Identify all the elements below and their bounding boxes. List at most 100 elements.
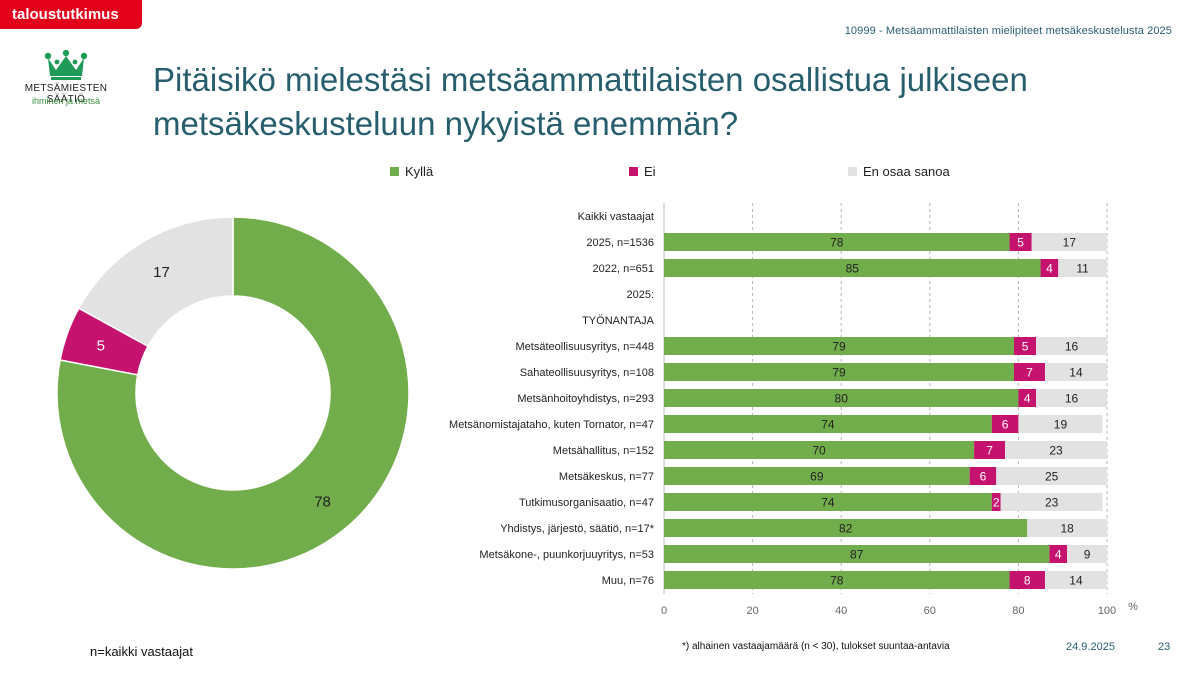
- bar-segment-eos: [1044, 571, 1107, 589]
- bar-value-label: 5: [1022, 340, 1029, 354]
- donut-label-eos: 17: [153, 264, 170, 281]
- bar-value-label: 11: [1076, 262, 1089, 276]
- bar-value-label: 85: [846, 262, 860, 276]
- bar-segment-eos: [1018, 415, 1103, 433]
- row-label: 2025, n=1536: [586, 237, 654, 249]
- row-label: Metsäkeskus, n=77: [559, 471, 654, 483]
- row-label: 2022, n=651: [593, 263, 654, 275]
- bar-segment-ei: [969, 467, 997, 485]
- legend-item-ei: Ei: [629, 164, 656, 179]
- bar-value-label: 16: [1065, 340, 1079, 354]
- row-label: Metsänomistajataho, kuten Tornator, n=47: [449, 419, 654, 431]
- bar-segment-ei: [974, 441, 1006, 459]
- bar-value-label: 17: [1063, 236, 1077, 250]
- bar-value-label: 25: [1045, 470, 1059, 484]
- legend-item-eos: En osaa sanoa: [848, 164, 950, 179]
- report-reference: 10999 - Metsäammattilaisten mielipiteet …: [844, 25, 1172, 37]
- bar-segment-ei: [1009, 571, 1045, 589]
- bar-value-label: 87: [850, 548, 864, 562]
- legend-label-ei: Ei: [644, 164, 656, 179]
- bar-value-label: 8: [1024, 574, 1031, 588]
- donut-chart: 78 5 17: [56, 216, 410, 570]
- logo-tagline: ihminen ja metsä: [31, 96, 101, 106]
- bar-segment-ei: [1013, 363, 1045, 381]
- legend-swatch-kylla: [390, 167, 399, 176]
- bar-value-label: 5: [1017, 236, 1024, 250]
- row-label: 2025:: [626, 289, 654, 301]
- bar-value-label: 74: [821, 496, 835, 510]
- bar-value-label: 78: [830, 236, 844, 250]
- bar-segment-ei: [991, 415, 1019, 433]
- donut-slice-eos: [77, 216, 234, 348]
- bar-value-label: 23: [1045, 496, 1059, 510]
- sample-note: n=kaikki vastaajat: [90, 644, 193, 659]
- page-title: Pitäisikö mielestäsi metsäammattilaisten…: [153, 61, 1028, 142]
- bar-segment-ei: [1018, 389, 1037, 407]
- bar-segment-kylla: [664, 233, 1010, 251]
- bar-value-label: 7: [986, 444, 993, 458]
- row-label: TYÖNANTAJA: [582, 315, 655, 327]
- legend-swatch-eos: [848, 167, 857, 176]
- bar-value-label: 78: [830, 574, 844, 588]
- bar-segment-ei: [1013, 337, 1037, 355]
- legend-swatch-ei: [629, 167, 638, 176]
- bar-segment-kylla: [664, 519, 1028, 537]
- x-tick-label: 100: [1098, 605, 1116, 617]
- logo-name: METSÄMIESTEN SÄÄTIÖ: [24, 83, 108, 105]
- bar-segment-eos: [1067, 545, 1107, 563]
- page-number: 23: [1158, 641, 1171, 653]
- bar-value-label: 74: [821, 418, 835, 432]
- bar-value-label: 14: [1069, 366, 1083, 380]
- brand-tag: taloustutkimus: [0, 0, 142, 29]
- bar-segment-kylla: [664, 441, 975, 459]
- row-label: Metsäkone-, puunkorjuuyritys, n=53: [479, 549, 654, 561]
- bar-segment-ei: [1049, 545, 1068, 563]
- bar-segment-eos: [1044, 363, 1107, 381]
- bar-segment-ei: [1040, 259, 1059, 277]
- bar-segment-eos: [1031, 233, 1107, 251]
- x-axis-unit: %: [1128, 601, 1138, 613]
- bar-segment-kylla: [664, 363, 1014, 381]
- bar-segment-eos: [1000, 493, 1103, 511]
- bar-segment-ei: [1009, 233, 1032, 251]
- row-label: Metsäteollisuusyritys, n=448: [516, 341, 654, 353]
- bar-value-label: 9: [1084, 548, 1091, 562]
- bar-segment-kylla: [664, 545, 1050, 563]
- row-label: Metsänhoitoyhdistys, n=293: [517, 393, 654, 405]
- row-label: Yhdistys, järjestö, säätiö, n=17*: [500, 523, 654, 535]
- bar-value-label: 2: [993, 496, 1000, 510]
- bar-segment-eos: [1005, 441, 1107, 459]
- bar-segment-kylla: [664, 389, 1019, 407]
- bar-segment-kylla: [664, 467, 970, 485]
- legend: Kyllä Ei En osaa sanoa: [0, 164, 1200, 184]
- bar-value-label: 6: [980, 470, 987, 484]
- bar-segment-eos: [1058, 259, 1107, 277]
- donut-label-ei: 5: [97, 337, 105, 354]
- bar-value-label: 18: [1060, 522, 1074, 536]
- bar-value-label: 23: [1049, 444, 1063, 458]
- bar-segment-eos: [1036, 389, 1107, 407]
- bar-value-label: 6: [1002, 418, 1009, 432]
- bar-value-label: 80: [835, 392, 849, 406]
- bar-segment-kylla: [664, 571, 1010, 589]
- bar-value-label: 14: [1069, 574, 1083, 588]
- row-label: Tutkimusorganisaatio, n=47: [519, 497, 654, 509]
- bar-value-label: 82: [839, 522, 853, 536]
- bar-value-label: 4: [1055, 548, 1062, 562]
- bar-segment-kylla: [664, 415, 992, 433]
- low-sample-note: *) alhainen vastaajamäärä (n < 30), tulo…: [682, 641, 950, 652]
- bar-segment-eos: [1036, 337, 1107, 355]
- bar-value-label: 79: [832, 340, 846, 354]
- x-tick-label: 80: [1012, 605, 1024, 617]
- bar-value-label: 4: [1024, 392, 1031, 406]
- x-tick-label: 60: [924, 605, 936, 617]
- row-label: Muu, n=76: [602, 575, 654, 587]
- bar-segment-eos: [1027, 519, 1107, 537]
- bar-value-label: 7: [1026, 366, 1033, 380]
- report-date: 24.9.2025: [1066, 641, 1115, 653]
- legend-item-kylla: Kyllä: [390, 164, 433, 179]
- bar-segment-kylla: [664, 259, 1041, 277]
- bar-value-label: 79: [832, 366, 846, 380]
- row-label: Kaikki vastaajat: [578, 211, 654, 223]
